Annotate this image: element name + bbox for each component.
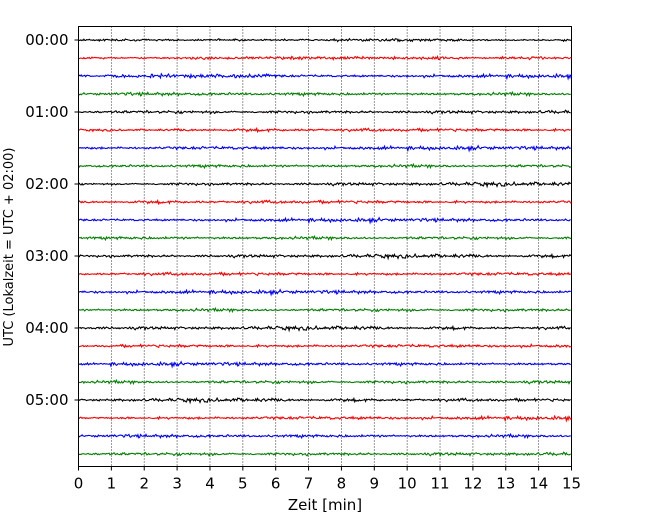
trace-line	[78, 414, 572, 423]
x-tick-label: 11	[430, 475, 449, 493]
trace-line	[78, 378, 572, 386]
trace-line	[78, 90, 571, 98]
x-tick-label: 12	[463, 475, 482, 493]
trace-line	[78, 396, 571, 405]
trace-line	[78, 162, 572, 170]
x-tick-label: 3	[172, 475, 182, 493]
trace-line	[78, 126, 572, 134]
trace-line	[78, 324, 571, 333]
trace-line	[78, 432, 571, 440]
trace-line	[78, 216, 571, 225]
trace-line	[78, 54, 572, 62]
trace-line	[78, 306, 571, 314]
x-tick-label: 10	[398, 475, 417, 493]
x-tick-label: 8	[337, 475, 347, 493]
x-tick-label: 6	[271, 475, 281, 493]
plot-frame	[78, 26, 572, 467]
trace-line	[78, 180, 572, 189]
seismic-traces	[78, 37, 572, 457]
trace-line	[78, 451, 572, 457]
y-tick-label: 05:00	[25, 391, 68, 409]
trace-line	[78, 252, 572, 261]
x-axis-label: Zeit [min]	[288, 496, 362, 514]
x-tick-label: 1	[107, 475, 117, 493]
y-tick-label: 02:00	[25, 175, 68, 193]
x-tick-label: 13	[496, 475, 515, 493]
trace-line	[78, 109, 571, 115]
trace-line	[78, 72, 572, 81]
trace-line	[78, 342, 572, 349]
trace-line	[78, 144, 572, 153]
trace-line	[78, 360, 571, 369]
y-tick-label: 04:00	[25, 319, 68, 337]
y-tick-label: 03:00	[25, 247, 68, 265]
trace-line	[78, 37, 572, 43]
x-axis-ticks: 0 1 2 3 4 5 6 7 8 9 10 11 12 13 14 15	[74, 466, 581, 493]
x-tick-label: 2	[139, 475, 149, 493]
y-tick-label: 00:00	[25, 31, 68, 49]
x-tick-label: 14	[529, 475, 548, 493]
y-tick-label: 01:00	[25, 103, 68, 121]
x-tick-label: 5	[238, 475, 248, 493]
x-tick-label: 7	[304, 475, 314, 493]
x-tick-label: 15	[562, 475, 581, 493]
x-tick-label: 0	[74, 475, 84, 493]
y-axis-label: UTC (Lokalzeit = UTC + 02:00)	[2, 148, 17, 347]
trace-line	[78, 198, 572, 206]
x-tick-label: 4	[205, 475, 215, 493]
trace-line	[78, 271, 572, 277]
trace-line	[78, 288, 571, 297]
grid-lines	[110, 26, 540, 467]
trace-line	[78, 234, 572, 242]
y-axis-ticks: 00:00 01:00 02:00 03:00 04:00 05:00	[25, 31, 79, 409]
x-tick-label: 9	[370, 475, 380, 493]
